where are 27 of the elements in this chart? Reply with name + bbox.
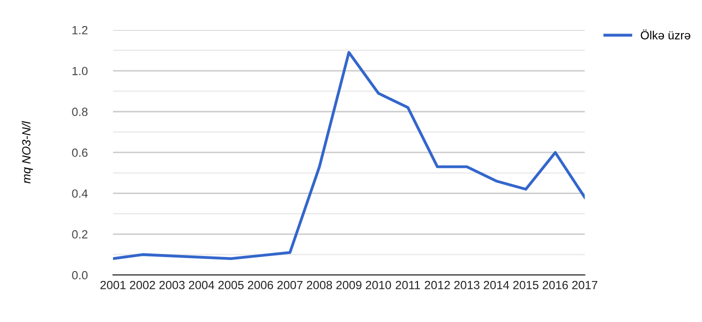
- x-tick-label: 2012: [424, 280, 450, 290]
- x-tick-label: 2007: [277, 280, 302, 290]
- y-tick-label: 0.2: [72, 230, 88, 239]
- x-tick-label: 2008: [306, 280, 332, 290]
- x-tick-label: 2016: [542, 280, 568, 290]
- x-tick-label: 2006: [248, 280, 274, 290]
- y-tick-label: 0.4: [72, 189, 88, 198]
- x-tick-label: 2011: [396, 280, 420, 290]
- y-tick-label: 0.6: [72, 148, 88, 157]
- y-tick-label: 1.2: [72, 26, 88, 34]
- line-series: [113, 51, 585, 260]
- x-tick-label: 2002: [130, 280, 156, 290]
- x-tick-label: 2010: [366, 280, 392, 290]
- x-tick-label: 2017: [572, 280, 598, 290]
- x-tick-label: 2001: [100, 280, 126, 290]
- y-tick-label: 1.0: [72, 66, 88, 76]
- x-tick-label: 2005: [218, 280, 244, 290]
- x-tick-label: 2013: [454, 280, 480, 290]
- x-tick-label: 2009: [336, 280, 362, 290]
- x-tick-label: 2015: [513, 280, 538, 290]
- legend-label: Ölkə üzrə: [640, 29, 690, 40]
- y-tick-label: 0.8: [72, 108, 88, 116]
- y-axis-title: mq NO3-N/l: [22, 121, 33, 184]
- x-tick-label: 2004: [188, 280, 214, 290]
- y-tick-label: 0.0: [72, 271, 88, 280]
- x-tick-label: 2014: [484, 280, 510, 290]
- x-tick-label: 2003: [159, 280, 185, 290]
